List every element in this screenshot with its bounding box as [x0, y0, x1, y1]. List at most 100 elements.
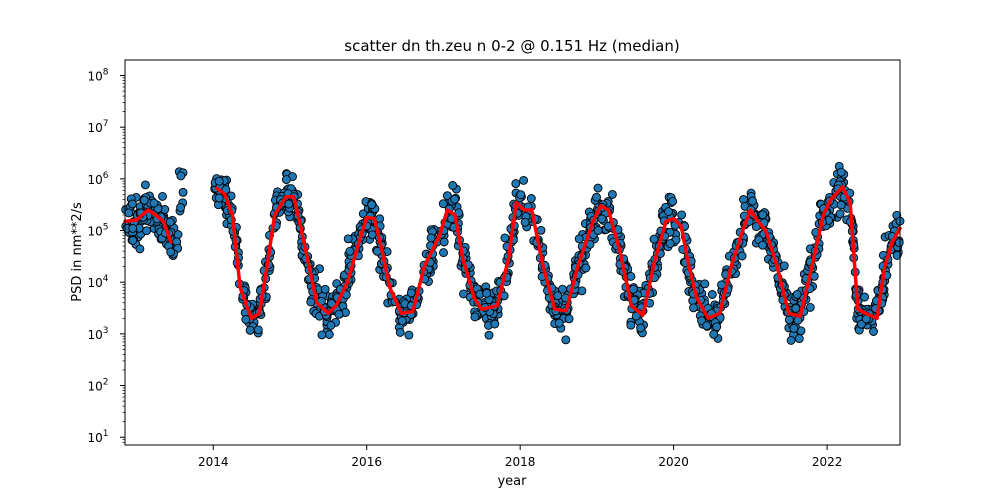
scatter-point: [553, 291, 563, 301]
scatter-point: [794, 334, 804, 344]
scatter-point: [626, 320, 636, 330]
y-tick-label: 107: [87, 119, 108, 135]
scatter-point: [406, 288, 416, 298]
scatter-point: [158, 191, 167, 201]
scatter-point: [127, 199, 137, 209]
scatter-point: [135, 244, 145, 254]
scatter-point: [140, 180, 150, 190]
y-tick-label: 104: [87, 274, 108, 290]
scatter-point: [564, 314, 574, 324]
scatter-point: [438, 199, 448, 209]
scatter-point: [245, 325, 255, 335]
scatter-point: [791, 303, 801, 313]
scatter-point: [516, 190, 526, 200]
scatter-point: [166, 247, 176, 257]
scatter-point: [334, 309, 344, 319]
scatter-point: [284, 199, 294, 209]
scatter-point: [894, 238, 904, 248]
median-line: [123, 185, 902, 321]
scatter-point: [426, 233, 436, 243]
y-axis: 101 102 103 104 105 106 107 108: [87, 68, 125, 445]
scatter-point: [574, 234, 584, 244]
scatter-point: [554, 318, 564, 328]
scatter-point: [758, 240, 768, 250]
scatter-point: [142, 226, 152, 236]
scatter-point: [712, 322, 722, 332]
scatter-point: [450, 194, 460, 204]
scatter-point: [317, 330, 327, 340]
scatter-point: [836, 167, 846, 177]
scatter-points: [121, 161, 905, 345]
scatter-point: [737, 251, 747, 261]
scatter-point: [707, 290, 717, 299]
scatter-point: [758, 210, 768, 220]
scatter-point: [139, 195, 149, 205]
scatter-point: [128, 223, 138, 233]
scatter-point: [395, 327, 405, 337]
scatter-point: [700, 279, 710, 289]
scatter-point: [668, 196, 678, 206]
x-tick-label: 2018: [505, 455, 536, 469]
scatter-point: [789, 323, 799, 333]
scatter-point: [520, 217, 530, 227]
scatter-point: [178, 187, 188, 197]
scatter-point: [511, 179, 521, 189]
y-tick-label: 108: [87, 68, 108, 84]
scatter-point: [448, 181, 458, 190]
scatter-point: [439, 237, 449, 247]
scatter-point: [664, 207, 673, 217]
median-line-segment: [215, 185, 902, 321]
scatter-point: [592, 192, 601, 202]
scatter-point: [306, 297, 316, 307]
scatter-point: [439, 248, 448, 258]
scatter-point: [442, 191, 452, 201]
scatter-point: [320, 284, 330, 294]
scatter-point: [581, 263, 591, 273]
scatter-point: [214, 193, 224, 203]
scatter-point: [748, 196, 757, 206]
scatter-point: [593, 226, 603, 235]
scatter-point: [176, 171, 186, 181]
scatter-point: [345, 246, 355, 256]
plot-area-frame: [124, 59, 901, 446]
x-axis-label: year: [497, 474, 527, 489]
scatter-point: [397, 316, 407, 326]
scatter-point: [628, 284, 638, 294]
x-tick-label: 2020: [658, 455, 689, 469]
scatter-point: [241, 315, 251, 324]
scatter-point: [709, 329, 719, 339]
scatter-point: [626, 271, 636, 281]
scatter-point: [784, 315, 794, 325]
x-axis: 2014 2016 2018 2020 2022: [198, 445, 842, 469]
scatter-point: [702, 321, 712, 331]
scatter-point: [165, 217, 175, 227]
median-line-segment: [123, 208, 173, 244]
scatter-point: [561, 335, 571, 345]
x-tick-label: 2022: [812, 455, 843, 469]
scatter-point: [253, 325, 263, 335]
y-tick-label: 102: [87, 378, 108, 394]
chart-title: scatter dn th.zeu n 0-2 @ 0.151 Hz (medi…: [344, 37, 679, 55]
scatter-point: [689, 303, 698, 313]
scatter-point: [343, 234, 353, 244]
scatter-point: [500, 233, 510, 243]
scatter-point: [792, 289, 802, 299]
scatter-point: [869, 327, 878, 336]
scatter-point: [324, 330, 334, 339]
scatter-point: [526, 194, 536, 203]
scatter-point: [677, 210, 687, 220]
scatter-point: [536, 225, 546, 235]
scatter-point: [860, 292, 870, 302]
scatter-point: [484, 330, 494, 340]
scatter-point: [482, 288, 492, 298]
x-tick-label: 2014: [198, 455, 229, 469]
scatter-point: [835, 209, 845, 219]
scatter-point: [607, 189, 617, 199]
scatter-point: [490, 319, 500, 329]
scatter-point: [367, 200, 377, 210]
scatter-point: [281, 175, 291, 185]
scatter-point: [214, 176, 224, 186]
scatter-point: [470, 312, 480, 322]
y-axis-label: PSD in nm**2/s: [70, 202, 85, 302]
